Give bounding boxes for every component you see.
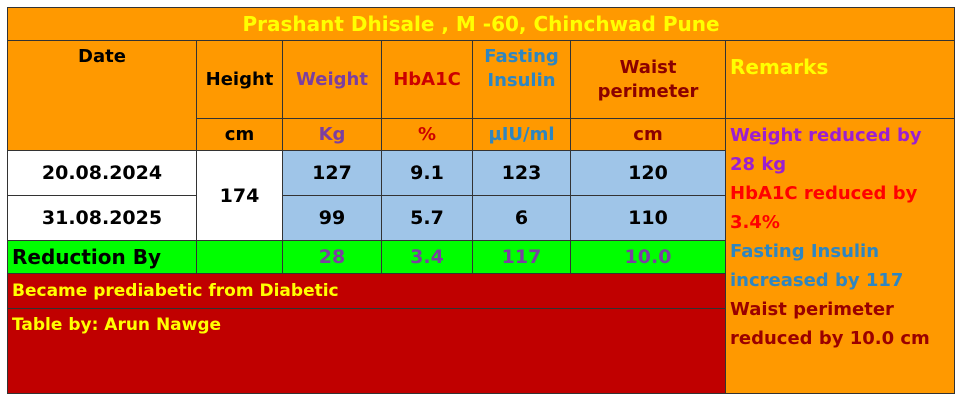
row1-hba1c: 9.1	[381, 150, 473, 196]
row2-weight: 99	[282, 195, 382, 241]
unit-height: cm	[196, 118, 283, 151]
unit-weight: Kg	[282, 118, 382, 151]
header-hba1c: HbA1C	[381, 40, 473, 119]
unit-insulin: µIU/ml	[472, 118, 571, 151]
note-prediabetic: Became prediabetic from Diabetic	[7, 273, 726, 309]
remarks-body: Weight reduced by 28 kg HbA1C reduced by…	[725, 118, 955, 394]
row1-insulin: 123	[472, 150, 571, 196]
reduction-weight: 28	[282, 240, 382, 274]
reduction-waist: 10.0	[570, 240, 726, 274]
row2-date: 31.08.2025	[7, 195, 197, 241]
unit-waist: cm	[570, 118, 726, 151]
header-date: Date	[7, 40, 197, 151]
remark-waist: Waist perimeter reduced by 10.0 cm	[730, 299, 930, 349]
reduction-label: Reduction By	[7, 240, 197, 274]
row1-weight: 127	[282, 150, 382, 196]
remark-weight: Weight reduced by 28 kg	[730, 125, 922, 175]
header-height: Height	[196, 40, 283, 119]
row2-hba1c: 5.7	[381, 195, 473, 241]
reduction-hba1c: 3.4	[381, 240, 473, 274]
reduction-height	[196, 240, 283, 274]
note-table-by: Table by: Arun Nawge	[7, 308, 726, 394]
unit-hba1c: %	[381, 118, 473, 151]
row1-waist: 120	[570, 150, 726, 196]
remark-hba1c: HbA1C reduced by 3.4%	[730, 183, 918, 233]
header-remarks: Remarks	[725, 40, 955, 119]
header-waist: Waist perimeter	[570, 40, 726, 119]
header-fasting-insulin: Fasting Insulin	[472, 40, 571, 119]
height-value: 174	[196, 150, 283, 241]
row1-date: 20.08.2024	[7, 150, 197, 196]
row2-waist: 110	[570, 195, 726, 241]
header-weight: Weight	[282, 40, 382, 119]
reduction-insulin: 117	[472, 240, 571, 274]
table-title: Prashant Dhisale , M -60, Chinchwad Pune	[7, 7, 955, 41]
row2-insulin: 6	[472, 195, 571, 241]
remark-insulin: Fasting Insulin increased by 117	[730, 241, 904, 291]
